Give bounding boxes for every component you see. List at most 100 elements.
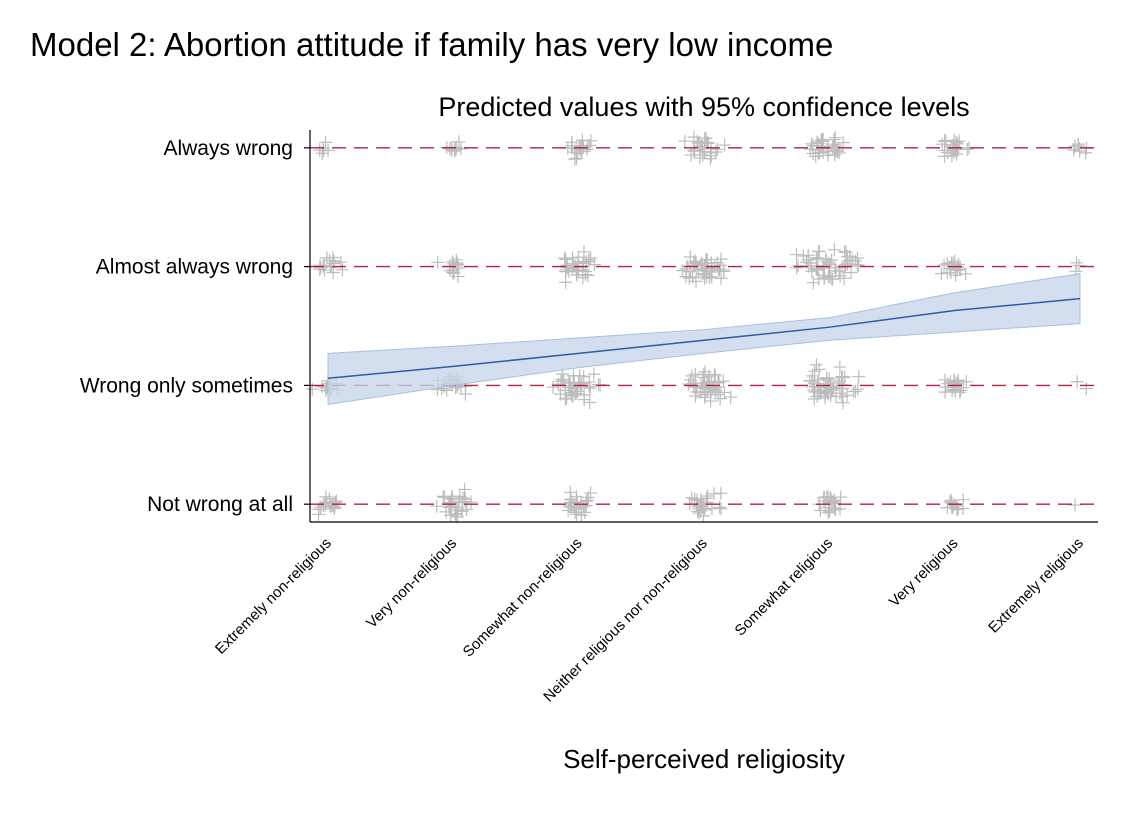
jitter-point	[945, 496, 959, 510]
jitter-point	[567, 500, 581, 514]
jitter-point	[789, 248, 803, 262]
jitter-point	[692, 263, 706, 277]
jitter-point	[834, 490, 848, 504]
jitter-point	[814, 139, 828, 153]
jitter-point	[687, 143, 701, 157]
jitter-point	[697, 145, 711, 159]
jitter-point	[809, 262, 823, 276]
jitter-point	[587, 367, 601, 381]
y-tick-labels: Not wrong at all Wrong only sometimes Almo…	[80, 137, 293, 516]
jitter-point	[822, 372, 836, 386]
jitter-point	[850, 258, 864, 272]
jitter-point	[831, 144, 845, 158]
jitter-point	[711, 376, 725, 390]
jitter-point	[851, 382, 865, 396]
y-tick-label: Not wrong at all	[147, 493, 293, 516]
jitter-point	[584, 251, 598, 265]
jitter-point	[685, 491, 699, 505]
jitter-point	[829, 264, 843, 278]
jitter-point	[689, 380, 703, 394]
jitter-point	[323, 253, 337, 267]
jitter-point	[937, 258, 951, 272]
jitter-point	[445, 491, 459, 505]
jitter-point	[938, 134, 952, 148]
jitter-point	[329, 494, 343, 508]
jitter-point	[820, 384, 834, 398]
jitter-point	[711, 262, 725, 276]
jitter-point	[711, 388, 725, 402]
jitter-point	[1079, 382, 1093, 396]
jitter-point	[819, 383, 833, 397]
confidence-band	[327, 273, 1081, 405]
jitter-point	[430, 499, 444, 513]
plot-subtitle: Predicted values with 95% confidence lev…	[438, 92, 970, 122]
y-tick-label: Wrong only sometimes	[80, 374, 293, 397]
jitter-point	[724, 390, 738, 404]
jitter-point	[678, 134, 692, 148]
jitter-point	[682, 271, 696, 285]
jitter-point	[314, 261, 328, 275]
jitter-point	[835, 390, 849, 404]
jitter-point	[821, 148, 835, 162]
jitter-point	[317, 144, 331, 158]
jitter-point	[458, 482, 472, 496]
jitter-point	[697, 376, 711, 390]
jitter-point	[950, 502, 964, 516]
jitter-point	[949, 135, 963, 149]
jitter-point	[698, 503, 712, 517]
jitter-point	[696, 509, 710, 523]
jitter-point	[447, 263, 461, 277]
jitter-point	[941, 146, 955, 160]
jitter-point	[835, 370, 849, 384]
jitter-point	[312, 507, 326, 521]
jitter-point	[812, 272, 826, 286]
jitter-point	[705, 375, 719, 389]
x-tick-label: Extremely non-religious	[212, 535, 335, 658]
jitter-point	[576, 271, 590, 285]
jitter-point	[564, 493, 578, 507]
jitter-point	[825, 253, 839, 267]
jitter-point	[559, 252, 573, 266]
jitter-point	[956, 501, 970, 515]
jitter-point	[546, 380, 560, 394]
jitter-point	[1072, 259, 1086, 273]
jitter-point	[803, 374, 817, 388]
jitter-point	[454, 142, 468, 156]
jitter-point	[712, 263, 726, 277]
jitter-point	[583, 396, 597, 410]
jitter-point	[809, 251, 823, 265]
jitter-point	[569, 387, 583, 401]
jitter-point	[806, 276, 820, 290]
jitter-point	[319, 135, 333, 149]
jitter-point	[947, 376, 961, 390]
jitter-point	[943, 262, 957, 276]
jitter-point	[706, 382, 720, 396]
x-tick-label: Very non-religious	[363, 535, 460, 632]
jitter-point	[442, 500, 456, 514]
jitter-point	[580, 142, 594, 156]
jitter-point	[806, 146, 820, 160]
jitter-point	[840, 388, 854, 402]
jitter-point	[582, 380, 596, 394]
jitter-point	[827, 243, 841, 257]
jitter-point	[584, 134, 598, 148]
jitter-point	[804, 256, 818, 270]
jitter-point	[820, 373, 834, 387]
jitter-point	[809, 149, 823, 163]
jitter-point	[688, 492, 702, 506]
jitter-point	[844, 266, 858, 280]
jitter-point	[852, 370, 866, 384]
jitter-point	[833, 360, 847, 374]
jitter-point	[1068, 498, 1082, 512]
jitter-point	[698, 390, 712, 404]
jitter-point	[822, 269, 836, 283]
x-axis-title: Self-perceived religiosity	[563, 744, 845, 774]
axes	[304, 130, 1098, 523]
jitter-point	[326, 266, 340, 280]
jitter-point	[810, 390, 824, 404]
jitter-point	[1071, 139, 1085, 153]
jitter-point	[698, 388, 712, 402]
x-tick-label: Somewhat religious	[732, 535, 837, 640]
x-tick-labels: Extremely non-religious Very non-religiou…	[212, 535, 1087, 706]
